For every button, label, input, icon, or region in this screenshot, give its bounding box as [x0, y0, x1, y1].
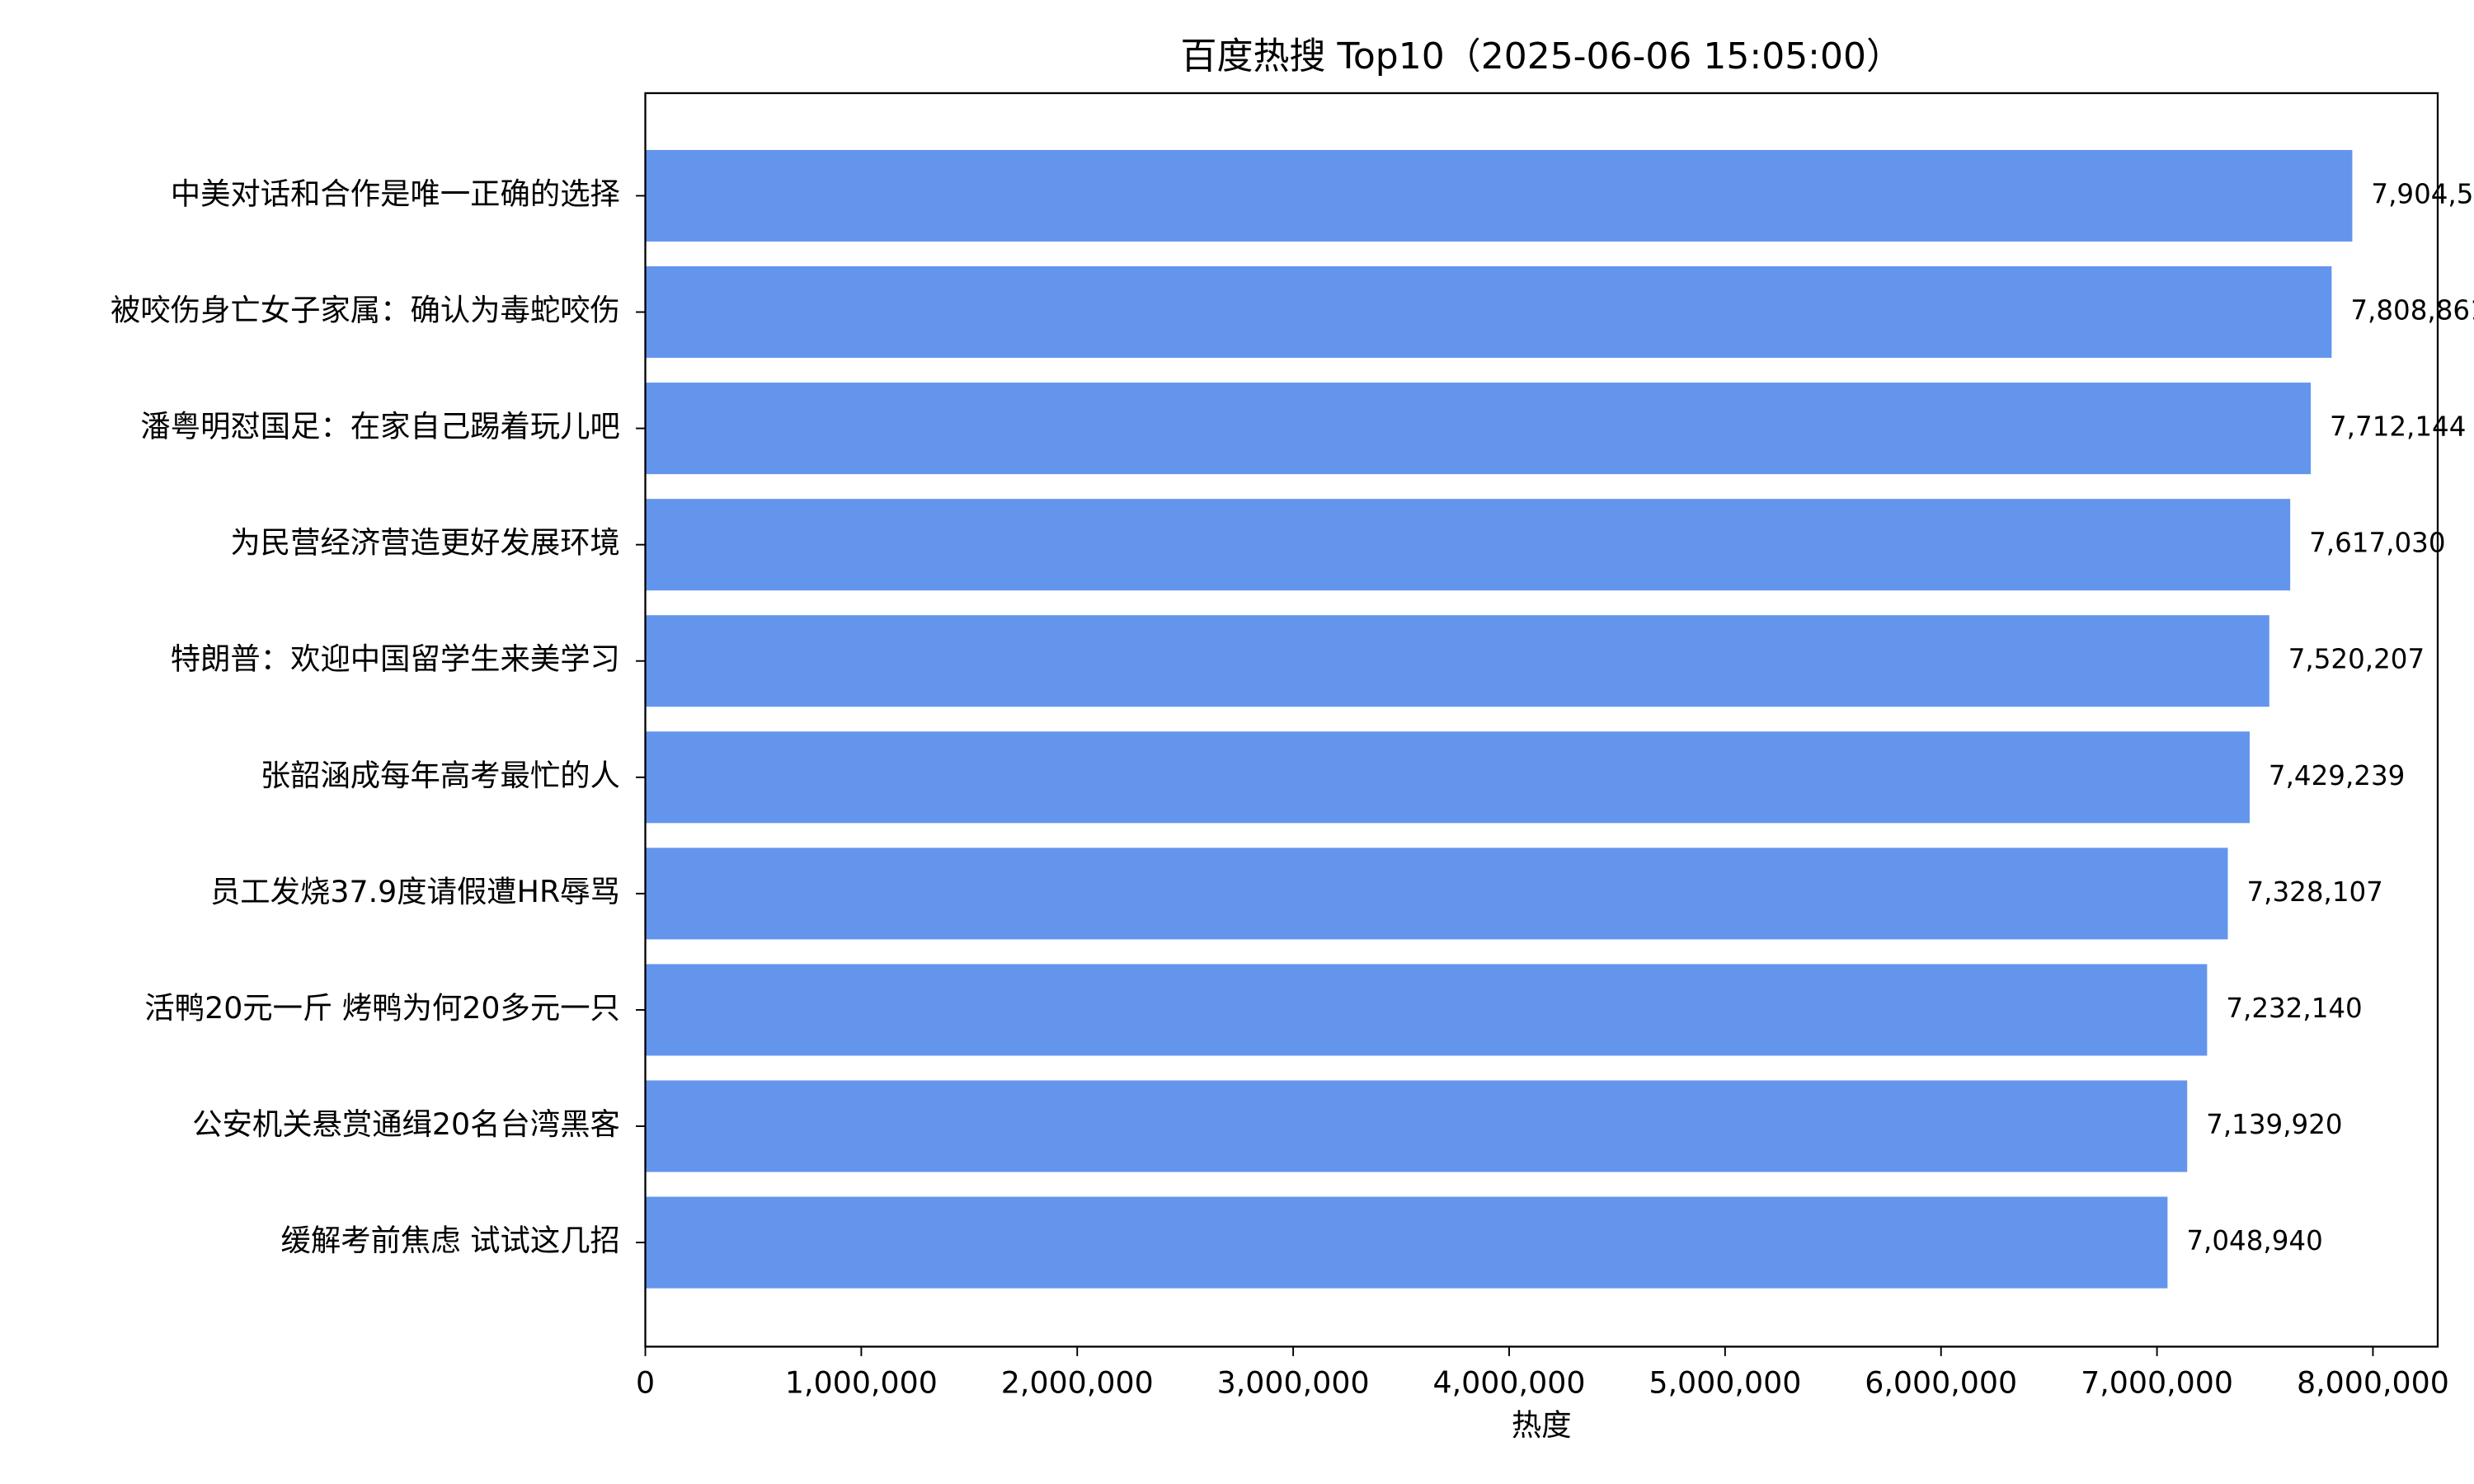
x-tick-label: 1,000,000	[785, 1364, 938, 1400]
x-axis-label: 热度	[1512, 1407, 1572, 1443]
y-tick-label: 张韶涵成每年高考最忙的人	[261, 758, 620, 793]
data-label: 7,520,207	[2288, 644, 2425, 675]
bar	[645, 1196, 2168, 1289]
bar	[645, 848, 2228, 940]
plot-frame	[644, 92, 2439, 1348]
bar	[645, 149, 2353, 242]
bar	[645, 265, 2332, 359]
data-label: 7,429,239	[2269, 760, 2405, 791]
data-label: 7,617,030	[2309, 528, 2445, 559]
x-tick-label: 0	[636, 1364, 655, 1400]
data-label: 7,328,107	[2246, 876, 2382, 908]
y-tick-label: 活鸭20元一斤 烤鸭为何20多元一只	[144, 990, 620, 1026]
data-label: 7,904,520	[2371, 178, 2474, 209]
bar	[645, 499, 2291, 591]
y-tick-label: 被咬伤身亡女子家属：确认为毒蛇咬伤	[111, 293, 620, 328]
y-tick-label: 员工发烧37.9度请假遭HR辱骂	[210, 874, 620, 909]
y-tick-label: 潘粤明怼国足：在家自己踢着玩儿吧	[140, 409, 620, 444]
data-label: 7,232,140	[2226, 993, 2362, 1024]
y-tick-label: 公安机关悬赏通缉20名台湾黑客	[192, 1106, 620, 1142]
x-tick-label: 3,000,000	[1217, 1364, 1370, 1400]
data-label: 7,808,861	[2350, 295, 2474, 326]
data-label: 7,048,940	[2186, 1225, 2322, 1256]
data-label: 7,712,144	[2330, 411, 2466, 443]
bar	[645, 731, 2250, 824]
y-tick-label: 为民营经济营造更好发展环境	[230, 525, 619, 561]
bar	[645, 1080, 2188, 1172]
bar	[645, 615, 2269, 707]
x-tick-label: 7,000,000	[2081, 1364, 2233, 1400]
bar	[645, 383, 2312, 475]
data-label: 7,139,920	[2206, 1109, 2342, 1140]
y-tick-label: 特朗普：欢迎中国留学生来美学习	[171, 641, 620, 677]
bar	[645, 964, 2208, 1056]
x-tick-label: 8,000,000	[2297, 1364, 2449, 1400]
x-tick-label: 5,000,000	[1649, 1364, 1801, 1400]
y-tick-label: 中美对话和合作是唯一正确的选择	[171, 176, 620, 211]
x-tick-label: 4,000,000	[1432, 1364, 1585, 1400]
x-tick-label: 2,000,000	[1001, 1364, 1154, 1400]
chart-title: 百度热搜 Top10（2025-06-06 15:05:00）	[1181, 35, 1903, 77]
x-tick-label: 6,000,000	[1865, 1364, 2017, 1400]
y-tick-label: 缓解考前焦虑 试试这几招	[281, 1223, 620, 1258]
